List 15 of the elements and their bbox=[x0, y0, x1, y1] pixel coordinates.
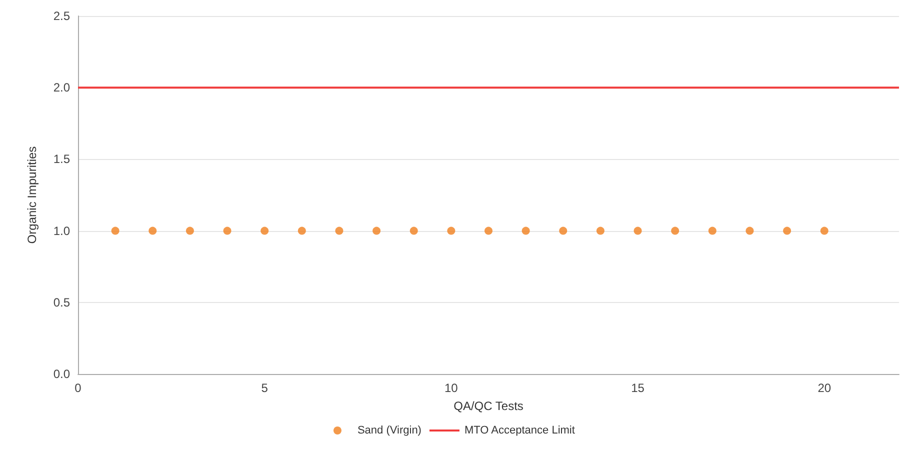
x-tick-label: 15 bbox=[631, 381, 645, 395]
y-tick-label: 2.5 bbox=[53, 9, 70, 23]
y-tick-label: 0.5 bbox=[53, 295, 70, 310]
legend-label: Sand (Virgin) bbox=[357, 424, 422, 436]
x-tick-label: 20 bbox=[818, 381, 832, 395]
y-tick-label: 2.0 bbox=[53, 80, 70, 95]
legend-label: MTO Acceptance Limit bbox=[464, 424, 575, 436]
x-tick-label: 5 bbox=[261, 381, 268, 395]
x-tick-label: 10 bbox=[444, 381, 458, 395]
y-axis-title: Organic Impurities bbox=[25, 146, 39, 244]
x-axis-title: QA/QC Tests bbox=[454, 399, 524, 413]
y-tick-label: 1.0 bbox=[53, 224, 70, 238]
x-tick-label: 0 bbox=[74, 381, 82, 395]
y-tick-label: 0.0 bbox=[53, 367, 70, 381]
y-tick-label: 1.5 bbox=[53, 152, 70, 166]
